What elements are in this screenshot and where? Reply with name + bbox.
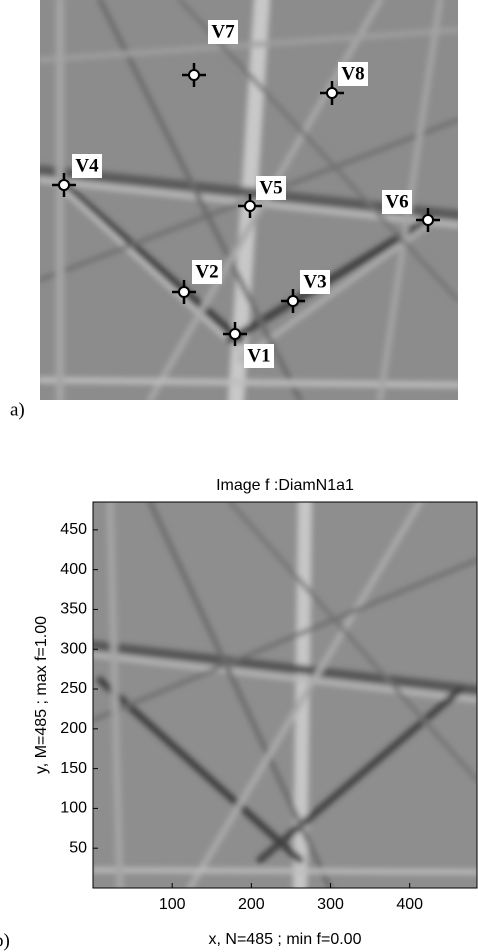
x-tick-label: 100 (159, 896, 186, 913)
marker-ring (230, 329, 240, 339)
marker-ring (189, 70, 199, 80)
marker-ring (179, 287, 189, 297)
y-tick-label: 200 (60, 720, 87, 737)
x-tick-label: 300 (317, 896, 344, 913)
panel-label: b) (0, 930, 10, 951)
marker-ring (245, 201, 255, 211)
y-tick-label: 300 (60, 640, 87, 657)
marker-ring (327, 88, 337, 98)
point-label: V8 (341, 63, 364, 84)
point-label: V4 (75, 155, 99, 176)
marker-ring (423, 215, 433, 225)
y-tick-label: 450 (60, 521, 87, 538)
point-label: V2 (195, 261, 218, 282)
x-axis-label: x, N=485 ; min f=0.00 (209, 931, 362, 948)
point-label: V1 (247, 345, 270, 366)
point-label: V5 (259, 177, 282, 198)
marker-ring (288, 296, 298, 306)
y-tick-label: 350 (60, 601, 87, 618)
point-label: V3 (303, 271, 326, 292)
point-label: V6 (385, 191, 408, 212)
marker-ring (59, 180, 69, 190)
y-axis-label: y, M=485 ; max f=1.00 (33, 616, 50, 774)
pattern-image-b (93, 502, 477, 888)
chart-title: Image f :DiamN1a1 (216, 477, 354, 494)
y-tick-label: 250 (60, 680, 87, 697)
y-tick-label: 50 (69, 839, 87, 856)
x-tick-label: 200 (238, 896, 265, 913)
panel-label: a) (10, 399, 25, 420)
x-tick-label: 400 (396, 896, 423, 913)
figure: V1 V2 V3 V4 V5 V6 V7 V8 a) Image f :DiamN1a1 x,… (0, 0, 478, 952)
y-tick-label: 100 (60, 800, 87, 817)
y-tick-label: 400 (60, 561, 87, 578)
point-label: V7 (211, 21, 235, 42)
y-tick-label: 150 (60, 760, 87, 777)
